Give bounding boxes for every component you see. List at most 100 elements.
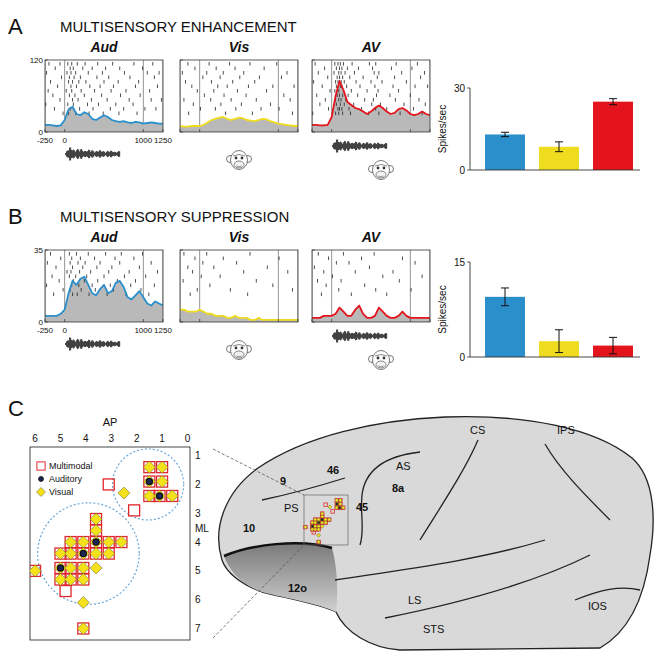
raster-spike xyxy=(400,112,401,116)
icon-part xyxy=(373,351,390,370)
raster-spike xyxy=(264,67,265,71)
inset-site-marker xyxy=(327,518,331,522)
raster-spike xyxy=(378,71,379,75)
inset-site-marker xyxy=(320,524,324,528)
raster-spike xyxy=(118,80,119,84)
tick-mark xyxy=(430,129,431,132)
raster-spike xyxy=(61,76,62,80)
site-marker xyxy=(103,537,114,548)
site-marker xyxy=(91,514,102,525)
psth-line xyxy=(312,81,430,125)
site-marker xyxy=(78,623,89,634)
raster-spike xyxy=(343,62,344,66)
raster-spike xyxy=(344,80,345,84)
raster-spike xyxy=(313,80,314,84)
raster-spike xyxy=(188,112,189,116)
plot-area xyxy=(485,99,633,170)
raster-spike xyxy=(133,257,134,261)
raster-spike xyxy=(346,85,347,89)
raster-spike xyxy=(77,62,78,66)
raster-spike xyxy=(147,71,148,75)
raster-spike xyxy=(371,80,372,84)
psth-line xyxy=(312,306,430,318)
raster-spike xyxy=(224,94,225,98)
psth-line xyxy=(45,277,163,316)
raster-spike xyxy=(356,80,357,84)
plot-area xyxy=(485,288,633,357)
panel-title: MULTISENSORY SUPPRESSION xyxy=(60,208,289,225)
raster-spike xyxy=(45,103,46,107)
raster-spike xyxy=(386,293,387,297)
raster-spike xyxy=(318,252,319,256)
raster-spike xyxy=(373,98,374,102)
connector-line xyxy=(213,449,304,495)
site-marker xyxy=(115,536,127,548)
site-marker xyxy=(90,562,102,574)
inset-site-marker xyxy=(341,506,345,510)
site-marker xyxy=(77,536,89,548)
raster-spike xyxy=(75,71,76,75)
raster-spike xyxy=(215,107,216,111)
axis-label: Spikes/sec xyxy=(437,105,448,153)
raster-spike xyxy=(75,275,76,279)
tick-label: 4 xyxy=(83,433,89,444)
raster-spike xyxy=(151,98,152,102)
site-marker xyxy=(143,476,155,488)
raster-spike xyxy=(321,293,322,297)
raster-spike xyxy=(70,270,71,274)
raster-spike xyxy=(119,261,120,265)
raster-spike xyxy=(369,266,370,270)
tick-mark xyxy=(331,319,332,322)
site-marker xyxy=(30,565,41,576)
brain-label: PS xyxy=(284,502,299,514)
raster-spike xyxy=(200,107,201,111)
raster-spike xyxy=(154,76,155,80)
raster-spike xyxy=(359,85,360,89)
raster-spike xyxy=(209,284,210,288)
panel-letter: B xyxy=(8,204,23,229)
raster-spike xyxy=(138,80,139,84)
raster-spike xyxy=(130,284,131,288)
raster-spike xyxy=(69,94,70,98)
brain-label: AS xyxy=(396,460,411,472)
raster-spike xyxy=(100,261,101,265)
raster-spike xyxy=(343,252,344,256)
icon-part xyxy=(377,167,380,170)
raster-spike xyxy=(404,103,405,107)
monkey-face-icon xyxy=(227,151,252,170)
psth-line xyxy=(45,107,163,126)
tick-label: 3 xyxy=(108,433,114,444)
site-marker xyxy=(103,479,114,490)
tick-mark xyxy=(312,319,313,322)
icon-part xyxy=(383,167,386,170)
site-marker xyxy=(65,537,76,548)
site-marker xyxy=(116,537,127,548)
raster-spike xyxy=(72,98,73,102)
raster-spike xyxy=(235,67,236,71)
icon-part xyxy=(237,166,242,168)
raster-spike xyxy=(74,94,75,98)
raster-spike xyxy=(378,112,379,116)
raster-spike xyxy=(82,266,83,270)
raster-spike xyxy=(126,89,127,93)
raster-spike xyxy=(230,288,231,292)
grid-line xyxy=(331,250,332,322)
raster-spike xyxy=(53,293,54,297)
raster-spike xyxy=(348,107,349,111)
site-marker xyxy=(78,574,89,585)
raster-spike xyxy=(256,279,257,283)
tick-mark xyxy=(331,129,332,132)
tick-mark xyxy=(312,322,315,323)
psth-area xyxy=(45,277,163,322)
raster-spike xyxy=(101,94,102,98)
inset-site-marker xyxy=(311,525,313,527)
monkey-face-icon xyxy=(369,161,394,180)
raster-spike xyxy=(326,284,327,288)
raster-spike xyxy=(70,85,71,89)
inset-site-marker xyxy=(328,505,332,509)
raster-spike xyxy=(340,103,341,107)
tick-mark xyxy=(278,129,279,132)
raster-spike xyxy=(142,252,143,256)
cluster-circle xyxy=(113,449,184,520)
raster-spike xyxy=(337,76,338,80)
